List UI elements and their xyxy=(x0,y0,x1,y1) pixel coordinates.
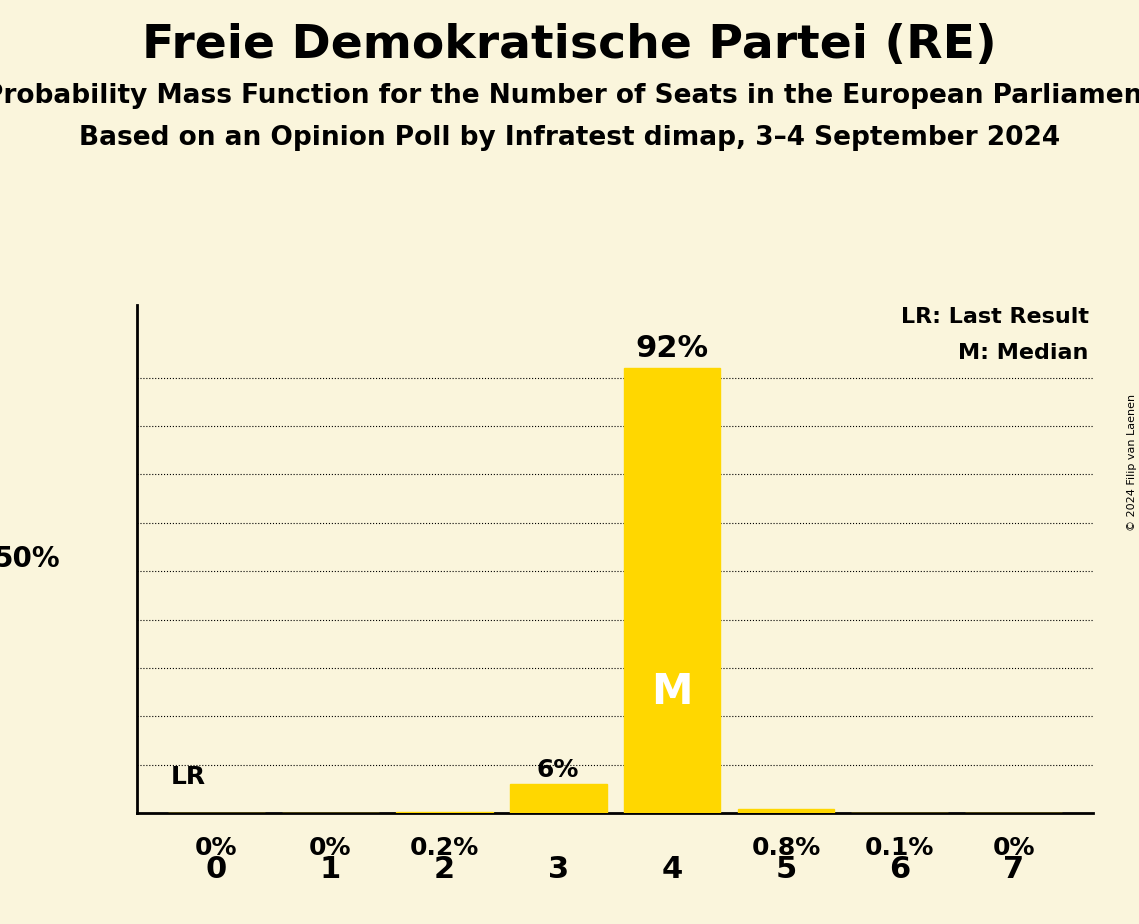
Bar xyxy=(624,368,720,813)
Text: LR: LR xyxy=(171,765,206,789)
Text: Based on an Opinion Poll by Infratest dimap, 3–4 September 2024: Based on an Opinion Poll by Infratest di… xyxy=(79,125,1060,151)
Text: 0%: 0% xyxy=(195,836,238,860)
Text: 0.2%: 0.2% xyxy=(410,836,478,860)
Bar xyxy=(396,812,492,813)
Text: © 2024 Filip van Laenen: © 2024 Filip van Laenen xyxy=(1126,394,1137,530)
Text: 6%: 6% xyxy=(536,758,580,782)
Text: 92%: 92% xyxy=(636,334,708,363)
Text: M: M xyxy=(652,671,693,713)
Text: 0%: 0% xyxy=(309,836,352,860)
Text: 0.1%: 0.1% xyxy=(866,836,934,860)
Text: M: Median: M: Median xyxy=(958,343,1089,363)
Bar xyxy=(510,784,606,813)
Text: 50%: 50% xyxy=(0,545,60,573)
Text: Probability Mass Function for the Number of Seats in the European Parliament: Probability Mass Function for the Number… xyxy=(0,83,1139,109)
Text: 0%: 0% xyxy=(992,836,1035,860)
Bar xyxy=(738,809,834,813)
Text: Freie Demokratische Partei (RE): Freie Demokratische Partei (RE) xyxy=(142,23,997,68)
Text: LR: Last Result: LR: Last Result xyxy=(901,308,1089,327)
Text: 0.8%: 0.8% xyxy=(752,836,820,860)
